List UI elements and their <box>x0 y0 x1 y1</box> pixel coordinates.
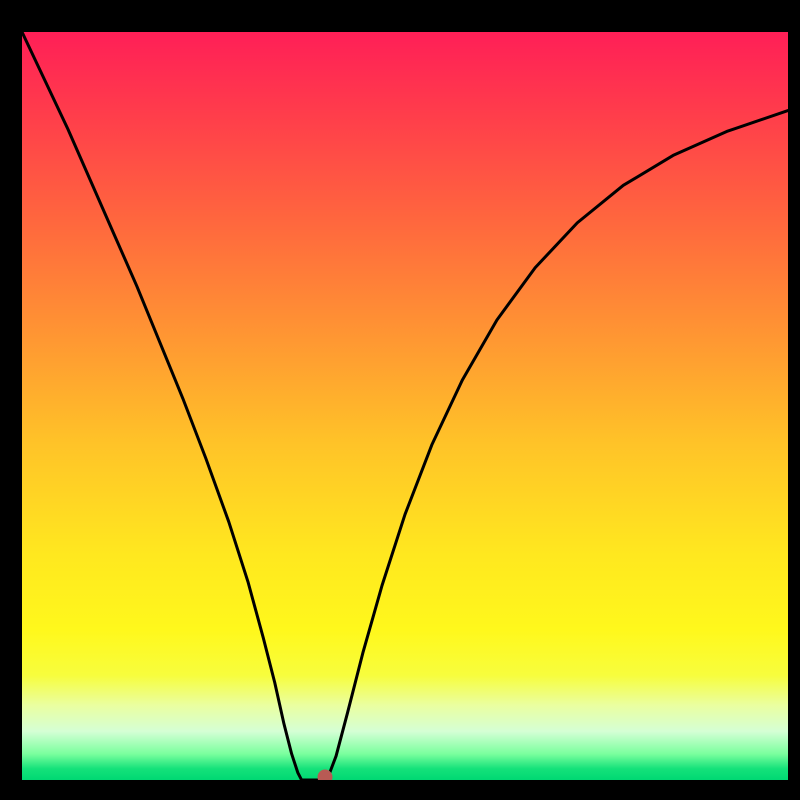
bottleneck-curve <box>22 32 788 780</box>
plot-area <box>22 32 788 780</box>
optimal-point-marker <box>317 770 332 781</box>
frame-right <box>788 0 800 800</box>
frame-bottom <box>0 780 800 800</box>
frame-left <box>0 0 22 800</box>
frame-top <box>0 0 800 32</box>
curve-path <box>22 32 788 780</box>
